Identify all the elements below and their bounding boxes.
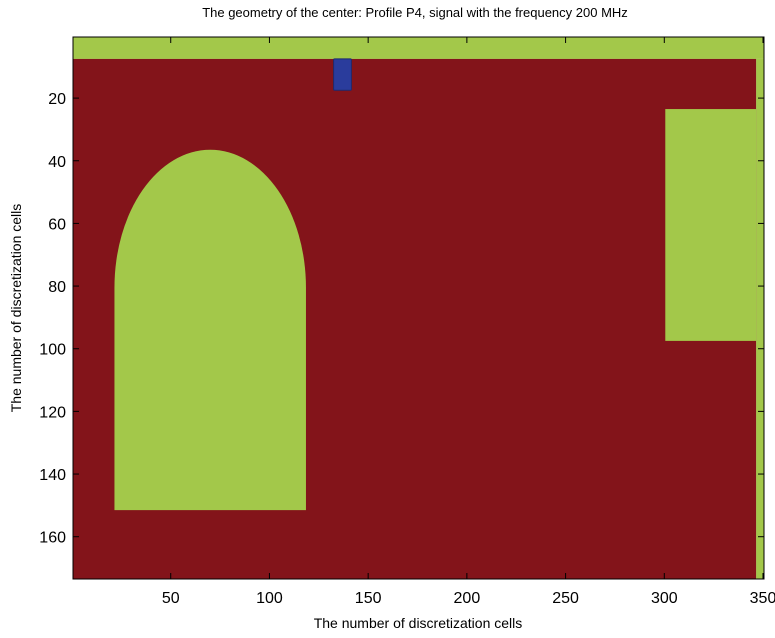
region-right-cavity <box>665 109 757 341</box>
region-air-top-strip <box>73 37 764 59</box>
y-tick-label: 120 <box>39 404 66 421</box>
region-air-right-edge <box>756 58 764 579</box>
y-tick-label: 80 <box>48 279 66 296</box>
region-antenna <box>333 58 352 91</box>
y-axis-label: The number of discretization cells <box>8 204 24 413</box>
y-axis: 20 40 60 80 100 120 140 160 <box>39 91 764 547</box>
x-axis-label: The number of discretization cells <box>314 615 523 631</box>
axes-frame <box>72 36 765 580</box>
y-tick-label: 20 <box>48 91 66 108</box>
y-tick-label: 140 <box>39 467 66 484</box>
region-arched-cavity <box>114 149 306 511</box>
x-tick-label: 300 <box>651 590 678 607</box>
y-tick-label: 160 <box>39 530 66 547</box>
x-tick-label: 150 <box>355 590 382 607</box>
plot-area <box>73 37 764 579</box>
x-axis: 50 100 150 200 250 300 350 <box>162 37 775 607</box>
x-tick-label: 50 <box>162 590 180 607</box>
x-tick-label: 250 <box>552 590 579 607</box>
x-tick-label: 100 <box>256 590 283 607</box>
y-tick-label: 60 <box>48 216 66 233</box>
x-tick-label: 350 <box>750 590 775 607</box>
y-tick-label: 40 <box>48 154 66 171</box>
y-tick-label: 100 <box>39 342 66 359</box>
chart-title: The geometry of the center: Profile P4, … <box>202 5 628 20</box>
x-tick-label: 200 <box>454 590 481 607</box>
